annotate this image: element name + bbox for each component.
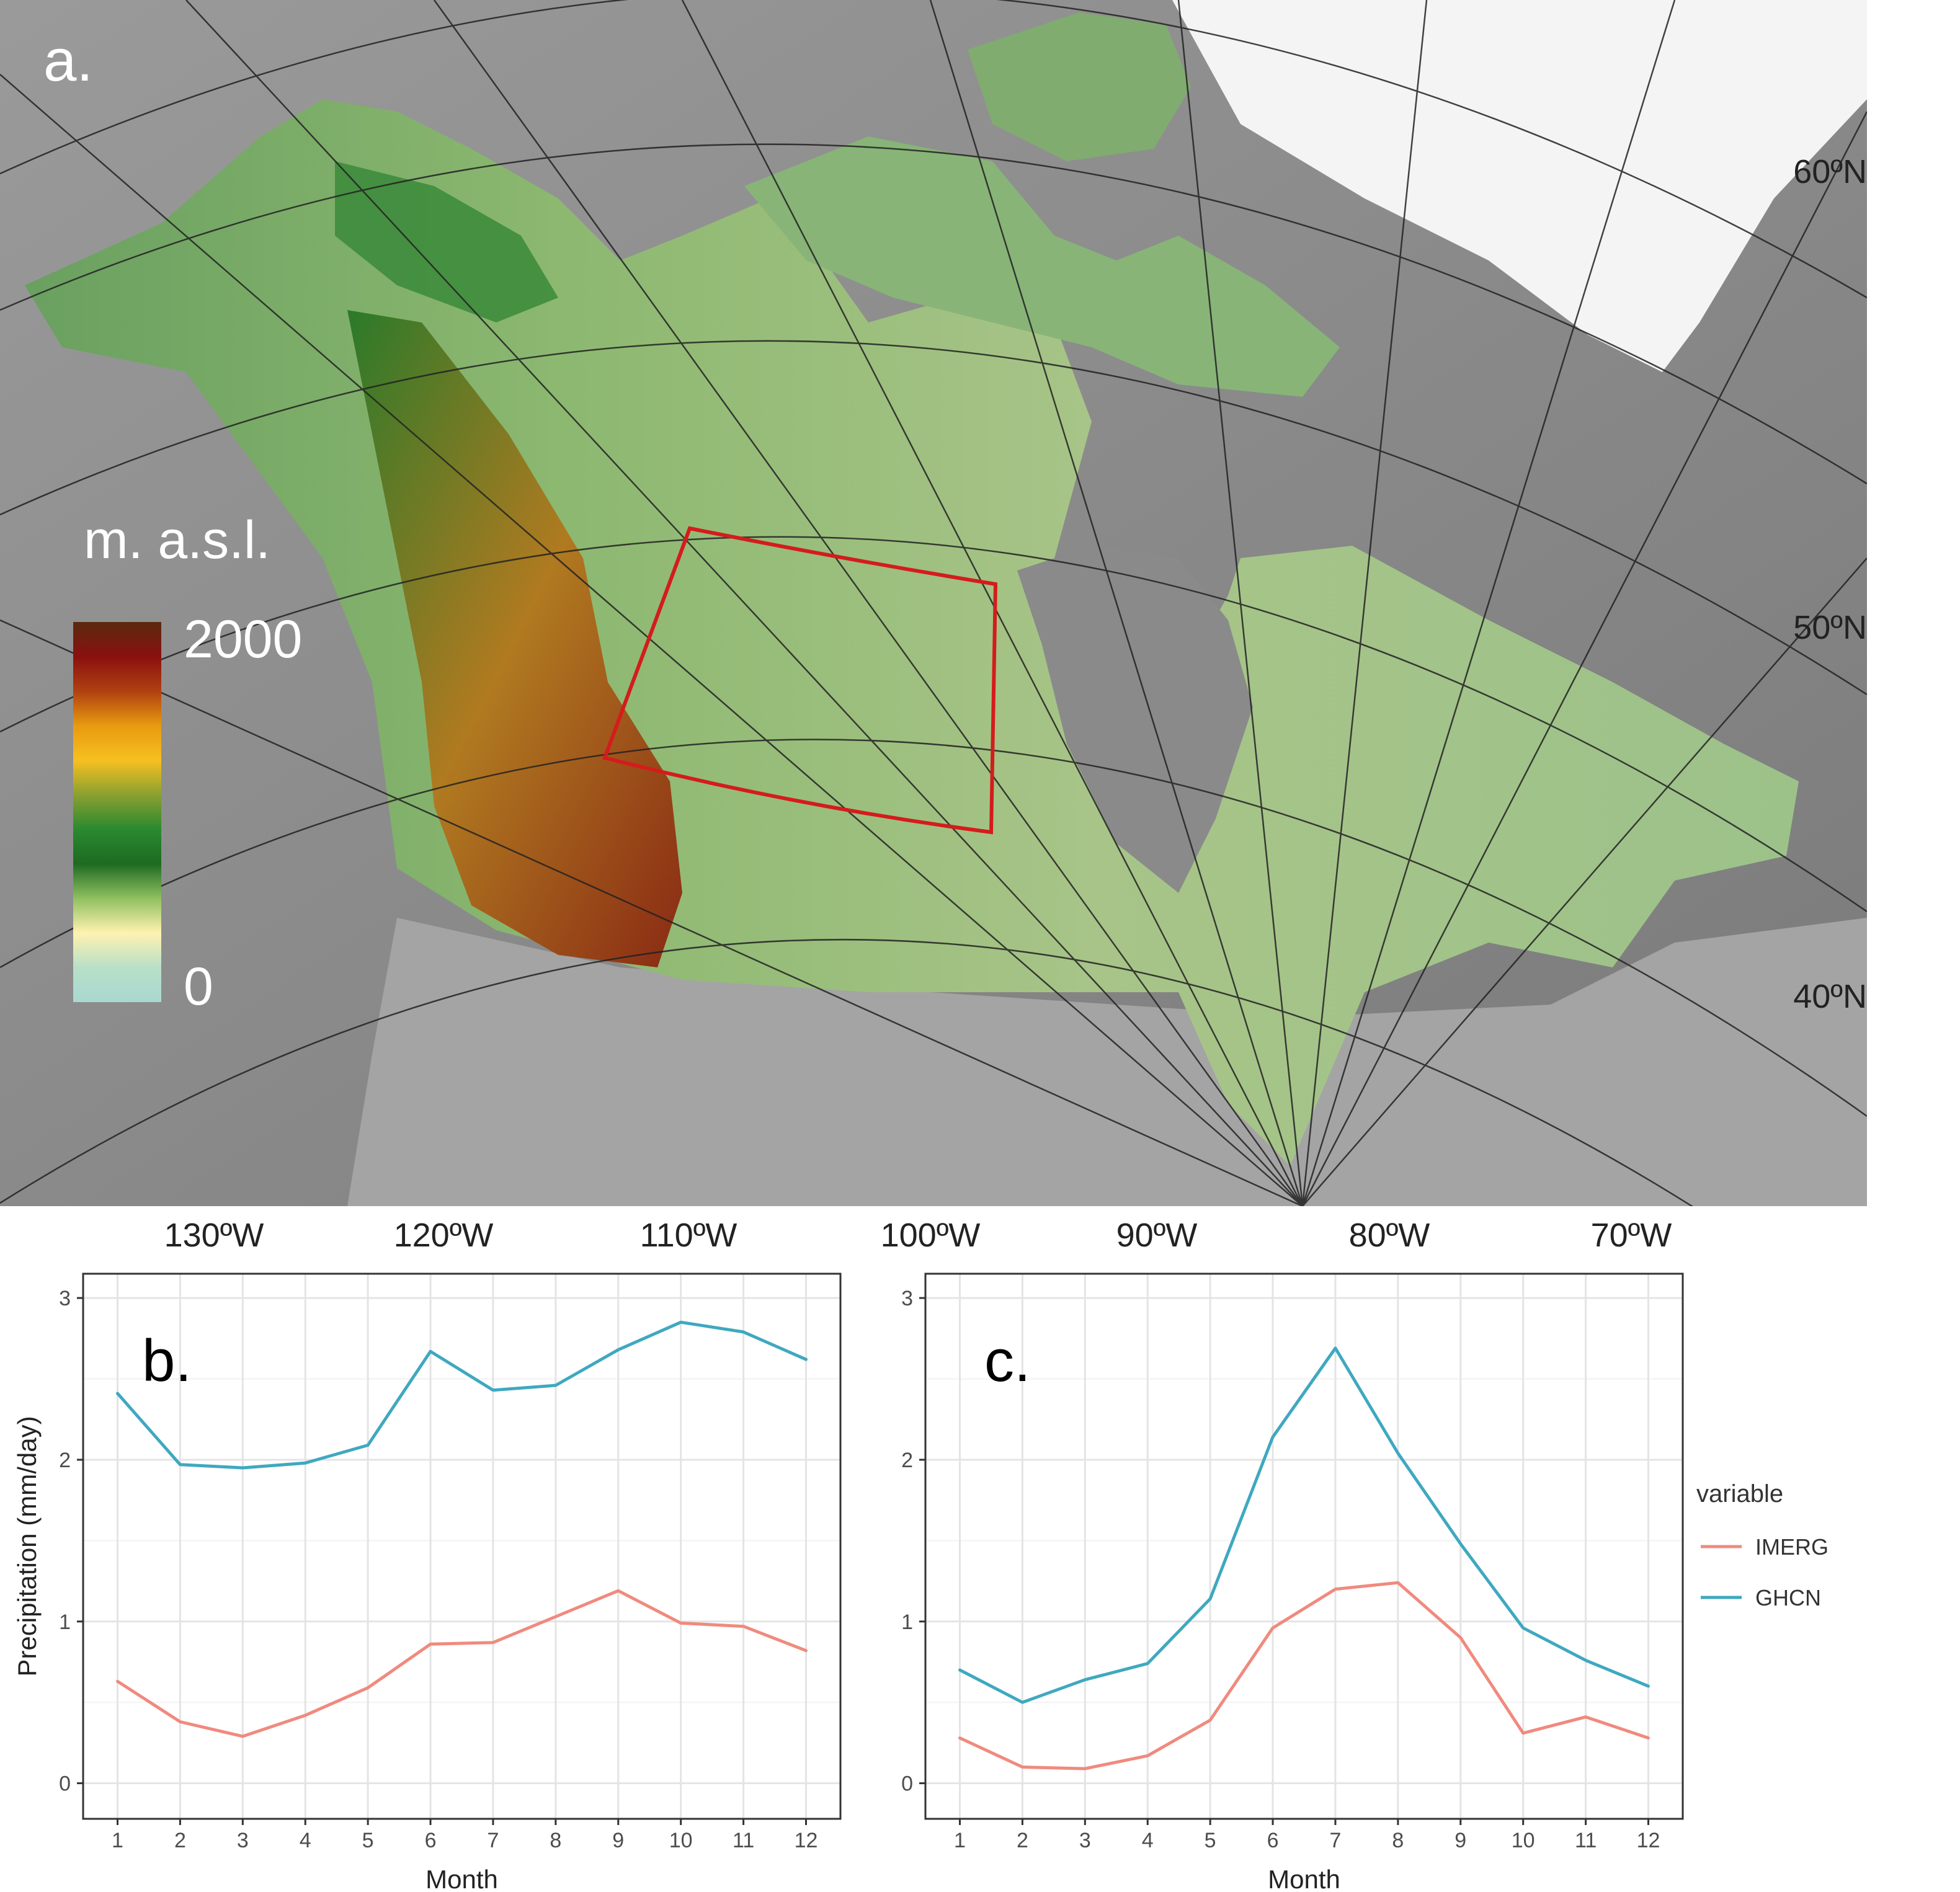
hudson-bay	[1017, 546, 1253, 893]
y-tick-label: 0	[59, 1772, 71, 1796]
x-tick-label: 1	[954, 1829, 966, 1852]
lon-label-100: 100ºW	[881, 1217, 981, 1254]
y-tick-label: 2	[901, 1449, 913, 1472]
x-tick-label: 7	[1329, 1829, 1341, 1852]
series-line-imerg-c	[958, 1581, 1650, 1770]
x-tick-label: 8	[1392, 1829, 1404, 1852]
series-legend: variable IMERG GHCN	[1696, 1480, 1829, 1610]
x-axis-label-b: Month	[425, 1865, 498, 1892]
arctic-islands	[744, 136, 1340, 397]
x-tick-label: 9	[1454, 1829, 1466, 1852]
x-tick-label: 2	[1017, 1829, 1028, 1852]
x-axis-label-c: Month	[1268, 1865, 1340, 1892]
x-tick-label: 12	[795, 1829, 818, 1852]
longitude-labels: 130ºW 120ºW 110ºW 100ºW 90ºW 80ºW 70ºW	[164, 1217, 1672, 1254]
series-line-imerg-b	[116, 1589, 808, 1738]
map-panel-label: a.	[43, 27, 93, 94]
panel-label-c: c.	[984, 1328, 1031, 1394]
y-tick-label: 3	[59, 1287, 71, 1310]
y-axis-label-b: Precipitation (mm/day)	[12, 1416, 42, 1676]
alaska-range	[335, 161, 558, 322]
x-tick-label: 8	[550, 1829, 561, 1852]
y-tick-label: 1	[901, 1610, 913, 1634]
plot-area-c	[925, 1274, 1683, 1819]
lat-label-40: 40ºN	[1793, 978, 1867, 1015]
legend-variable-title: variable	[1696, 1480, 1783, 1508]
lon-label-90: 90ºW	[1116, 1217, 1198, 1254]
lon-label-80: 80ºW	[1349, 1217, 1430, 1254]
x-tick-label: 5	[362, 1829, 374, 1852]
study-area-box	[602, 526, 998, 835]
elevation-map: a. m. a.s.l. 2000 0 60ºN 50ºN 40ºN	[0, 0, 1867, 1206]
x-tick-label: 11	[733, 1829, 754, 1852]
lat-label-50: 50ºN	[1793, 609, 1867, 646]
plot-frame-c	[924, 1272, 1684, 1820]
legend-label-imerg: IMERG	[1755, 1534, 1829, 1560]
ellesmere-island	[968, 12, 1191, 161]
lat-label-60: 60ºN	[1793, 153, 1867, 190]
legend-title: m. a.s.l.	[84, 510, 270, 570]
x-tick-label: 12	[1637, 1829, 1660, 1852]
x-tick-label: 4	[300, 1829, 311, 1852]
x-tick-label: 6	[425, 1829, 437, 1852]
lon-label-110: 110ºW	[640, 1217, 737, 1254]
rocky-mountains	[347, 310, 682, 967]
plot-frame-b	[82, 1272, 842, 1820]
lon-label-70: 70ºW	[1591, 1217, 1672, 1254]
legend-min-label: 0	[184, 957, 213, 1016]
elevation-legend: m. a.s.l. 2000 0	[73, 510, 302, 1016]
x-tick-label: 6	[1267, 1829, 1279, 1852]
x-tick-label: 7	[487, 1829, 499, 1852]
x-tick-label: 3	[1079, 1829, 1091, 1852]
x-tick-label: 11	[1575, 1829, 1597, 1852]
legend-label-ghcn: GHCN	[1755, 1585, 1821, 1610]
canada-landmass	[25, 99, 1799, 1166]
greenland-landmass	[1172, 0, 1867, 372]
us-landmass	[347, 918, 1867, 1206]
x-tick-label: 10	[1512, 1829, 1535, 1852]
y-tick-label: 3	[901, 1287, 913, 1310]
y-tick-label: 2	[59, 1449, 71, 1472]
panel-label-b: b.	[142, 1328, 192, 1394]
legend-colorbar	[73, 622, 161, 1002]
y-tick-label: 0	[901, 1772, 913, 1796]
x-tick-label: 2	[174, 1829, 186, 1852]
legend-max-label: 2000	[184, 610, 302, 669]
x-tick-label: 9	[612, 1829, 624, 1852]
x-tick-label: 5	[1205, 1829, 1216, 1852]
x-tick-label: 4	[1142, 1829, 1154, 1852]
x-tick-label: 3	[237, 1829, 249, 1852]
x-tick-label: 10	[669, 1829, 693, 1852]
plot-area-b	[83, 1274, 840, 1819]
lon-label-130: 130ºW	[164, 1217, 264, 1254]
graticule	[0, 0, 1867, 1206]
series-line-ghcn-b	[116, 1320, 808, 1470]
y-tick-label: 1	[59, 1610, 71, 1634]
x-tick-label: 1	[112, 1829, 123, 1852]
series-line-ghcn-c	[958, 1346, 1650, 1704]
lon-label-120: 120ºW	[394, 1217, 494, 1254]
